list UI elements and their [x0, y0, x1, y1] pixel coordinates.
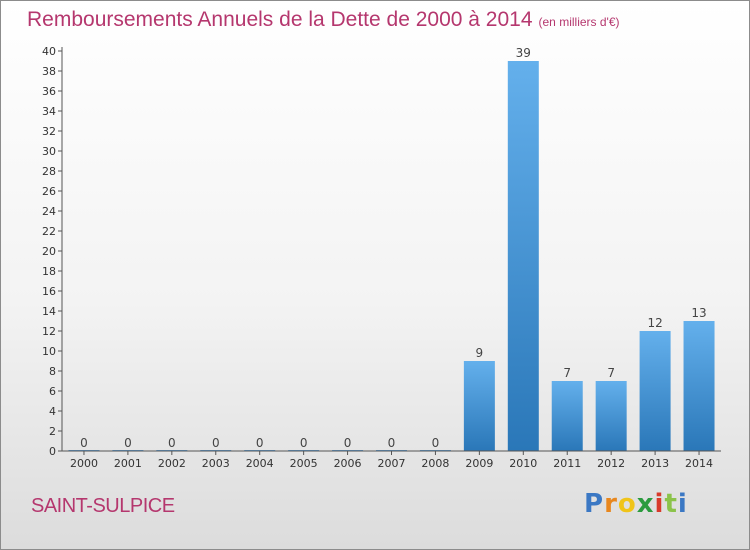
y-tick-label: 10 [42, 345, 56, 358]
x-tick-label: 2001 [114, 457, 142, 470]
data-label: 0 [256, 436, 264, 450]
x-tick-label: 2003 [202, 457, 230, 470]
y-tick-label: 4 [49, 405, 56, 418]
bar [683, 321, 715, 451]
bar [507, 61, 539, 451]
data-label: 0 [168, 436, 176, 450]
data-label: 12 [647, 316, 662, 330]
y-tick-label: 22 [42, 225, 56, 238]
x-axis: 2000 2001 2002 2003 2004 2005 2006 2007 2008 2009… [62, 450, 721, 470]
y-tick-label: 36 [42, 85, 56, 98]
data-label: 0 [344, 436, 352, 450]
y-tick-label: 14 [42, 305, 56, 318]
y-tick-label: 28 [42, 165, 56, 178]
bar [463, 361, 495, 451]
bar [595, 381, 627, 451]
x-tick-label: 2014 [685, 457, 713, 470]
y-tick-label: 40 [42, 45, 56, 58]
data-label: 7 [563, 366, 571, 380]
y-tick-label: 0 [49, 445, 56, 458]
data-label: 39 [516, 46, 531, 60]
x-tick-label: 2010 [509, 457, 537, 470]
x-tick-label: 2008 [421, 457, 449, 470]
bars: 0 0 0 0 0 0 0 0 0 9 39 7 7 12 13 [68, 46, 715, 451]
data-label: 0 [388, 436, 396, 450]
y-tick-label: 2 [49, 425, 56, 438]
bar [639, 331, 671, 451]
y-tick-label: 24 [42, 205, 56, 218]
y-tick-label: 8 [49, 365, 56, 378]
x-tick-label: 2007 [378, 457, 406, 470]
y-tick-label: 30 [42, 145, 56, 158]
y-tick-label: 12 [42, 325, 56, 338]
chart-title-text: Remboursements Annuels de la Dette de 20… [27, 8, 533, 31]
proxiti-logo: Proxiti [584, 489, 688, 519]
x-tick-label: 2012 [597, 457, 625, 470]
x-tick-label: 2004 [246, 457, 274, 470]
x-tick-label: 2013 [641, 457, 669, 470]
data-label: 0 [124, 436, 132, 450]
data-label: 13 [691, 306, 706, 320]
y-tick-label: 20 [42, 245, 56, 258]
x-tick-label: 2006 [334, 457, 362, 470]
y-tick-label: 38 [42, 65, 56, 78]
y-tick-label: 16 [42, 285, 56, 298]
data-label: 0 [432, 436, 440, 450]
data-label: 7 [607, 366, 615, 380]
x-tick-label: 2005 [290, 457, 318, 470]
x-tick-label: 2009 [465, 457, 493, 470]
chart-title: Remboursements Annuels de la Dette de 20… [27, 8, 620, 32]
commune-name: SAINT-SULPICE [31, 495, 175, 517]
data-label: 0 [212, 436, 220, 450]
data-label: 9 [476, 346, 484, 360]
y-tick-label: 32 [42, 125, 56, 138]
y-tick-label: 18 [42, 265, 56, 278]
x-tick-label: 2000 [70, 457, 98, 470]
chart-unit: (en milliers d'€) [538, 15, 620, 29]
data-label: 0 [300, 436, 308, 450]
data-label: 0 [80, 436, 88, 450]
x-tick-label: 2011 [553, 457, 581, 470]
y-tick-label: 34 [42, 105, 56, 118]
y-tick-label: 6 [49, 385, 56, 398]
y-tick-label: 26 [42, 185, 56, 198]
x-tick-label: 2002 [158, 457, 186, 470]
bar [551, 381, 583, 451]
